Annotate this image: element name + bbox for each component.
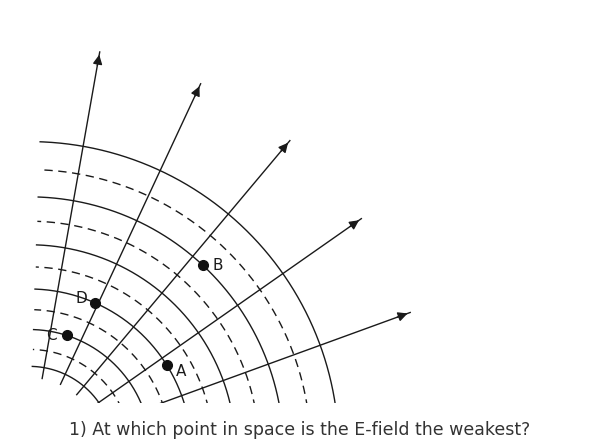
Text: A: A — [176, 364, 186, 379]
Text: B: B — [212, 258, 223, 273]
Text: C: C — [46, 328, 57, 343]
Text: 1) At which point in space is the E-field the weakest?: 1) At which point in space is the E-fiel… — [69, 421, 530, 439]
Text: D: D — [75, 291, 87, 306]
